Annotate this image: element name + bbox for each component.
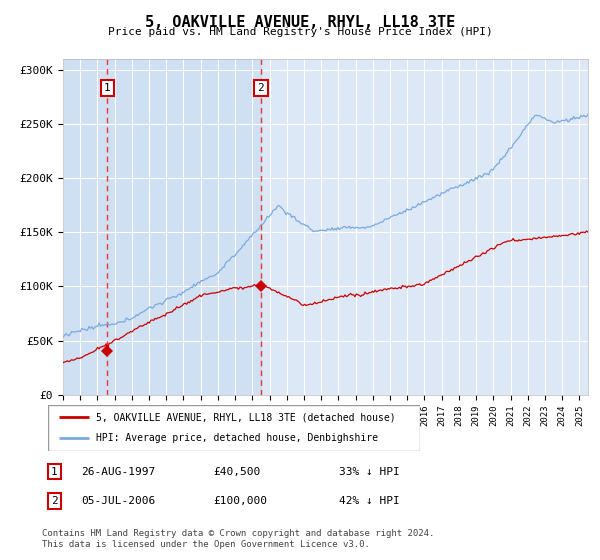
Text: 2: 2 — [257, 83, 265, 93]
Text: Price paid vs. HM Land Registry's House Price Index (HPI): Price paid vs. HM Land Registry's House … — [107, 27, 493, 37]
Text: 1: 1 — [51, 466, 58, 477]
Text: 1: 1 — [104, 83, 111, 93]
FancyBboxPatch shape — [48, 405, 420, 451]
Bar — [63, 59, 261, 395]
Text: 05-JUL-2006: 05-JUL-2006 — [81, 496, 155, 506]
Text: Contains HM Land Registry data © Crown copyright and database right 2024.
This d: Contains HM Land Registry data © Crown c… — [42, 529, 434, 549]
Text: 26-AUG-1997: 26-AUG-1997 — [81, 466, 155, 477]
Text: HPI: Average price, detached house, Denbighshire: HPI: Average price, detached house, Denb… — [97, 433, 379, 444]
Text: £40,500: £40,500 — [213, 466, 260, 477]
Text: 5, OAKVILLE AVENUE, RHYL, LL18 3TE (detached house): 5, OAKVILLE AVENUE, RHYL, LL18 3TE (deta… — [97, 412, 396, 422]
Text: £100,000: £100,000 — [213, 496, 267, 506]
Text: 33% ↓ HPI: 33% ↓ HPI — [339, 466, 400, 477]
Text: 42% ↓ HPI: 42% ↓ HPI — [339, 496, 400, 506]
Text: 5, OAKVILLE AVENUE, RHYL, LL18 3TE: 5, OAKVILLE AVENUE, RHYL, LL18 3TE — [145, 15, 455, 30]
Text: 2: 2 — [51, 496, 58, 506]
